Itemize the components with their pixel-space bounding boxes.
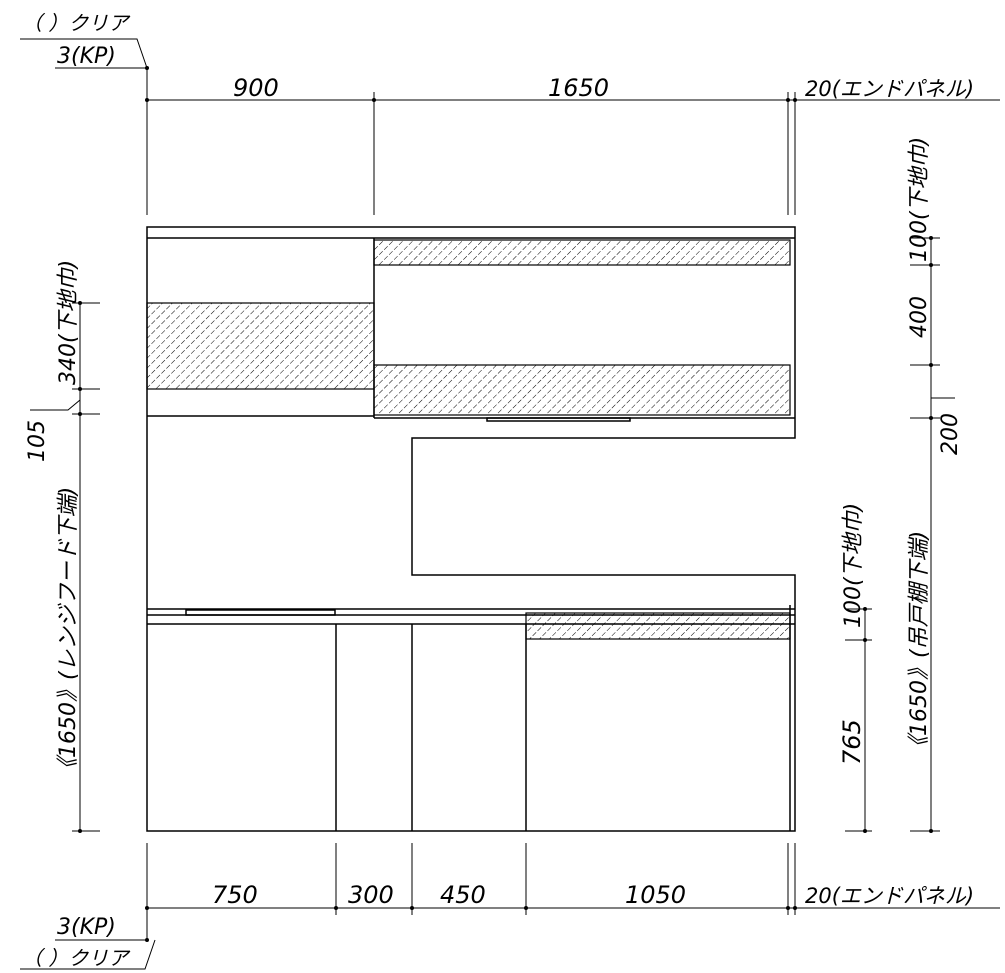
right-wall-cabinet-bottom-label: 《1650》(吊戸棚下端) [907,531,932,758]
left-range-hood-bottom-label: 《1650》(レンジフード下端) [56,487,81,780]
hatch-wall-bottom [373,364,791,416]
top-end-panel-label: 20(エンドパネル) [805,77,974,101]
dimension-labels: （ ）クリア 3(KP) 900 1650 20(エンドパネル) 750 300… [22,11,974,970]
right-upper-backing-label: 100(下地巾) [907,137,932,262]
hatch-wall-top [373,239,791,266]
right-upper-height-label: 400 [907,296,932,338]
top-kp-label: 3(KP) [57,44,116,69]
top-clear-label: （ ）クリア [22,11,131,35]
left-gap-label: 105 [25,420,50,462]
backing-hatches [146,239,791,640]
left-backing-width-label: 340(下地巾) [56,260,81,385]
bottom-clear-label: （ ）クリア [22,946,131,970]
bottom-width-1050: 1050 [625,881,686,909]
wall-cabinet-handle [486,417,631,422]
cabinet-outline [146,226,796,832]
right-lower-backing-label: 100(下地巾) [841,503,866,628]
right-counter-height-label: 765 [838,719,866,765]
bottom-kp-label: 3(KP) [57,915,116,940]
bottom-width-450: 450 [440,881,486,909]
bottom-width-750: 750 [212,881,258,909]
top-width-900: 900 [233,74,279,102]
cooktop-outline [185,609,336,616]
bottom-end-panel-label: 20(エンドパネル) [805,884,974,908]
cabinet-body [146,226,796,832]
top-width-1650: 1650 [548,74,609,102]
hatch-range-hood [146,302,375,390]
right-gap-label: 200 [938,413,963,455]
hatch-counter-backing [525,612,791,640]
dimension-lines [20,38,1000,970]
dimension-ticks [78,66,933,942]
bottom-width-300: 300 [348,881,394,909]
